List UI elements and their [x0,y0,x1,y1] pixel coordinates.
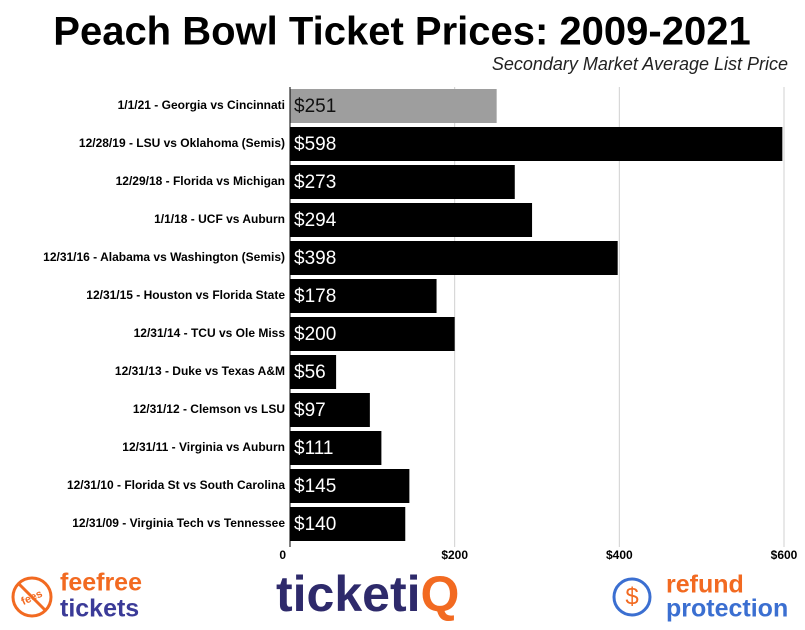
value-label: $97 [294,400,326,421]
value-label: $56 [294,362,326,383]
value-label: $273 [294,172,336,193]
brand-center-accent: Q [421,566,460,622]
y-tick-label: 12/31/12 - Clemson vs LSU [133,402,285,416]
y-tick-label: 12/31/13 - Duke vs Texas A&M [115,364,285,378]
y-tick-label: 12/31/11 - Virginia vs Auburn [122,440,285,454]
bar [290,507,406,541]
brand-right-top: refund [666,571,744,599]
value-label: $294 [294,210,337,231]
fees-slash [17,582,47,612]
value-label: $251 [294,96,336,117]
value-label: $145 [294,476,336,497]
y-tick-label: 1/1/18 - UCF vs Auburn [154,212,285,226]
value-label: $111 [294,438,333,459]
brand-right-bottom: protection [666,595,788,623]
bar [290,317,455,351]
y-tick-label: 12/28/19 - LSU vs Oklahoma (Semis) [79,136,285,150]
bar [290,431,382,465]
y-tick-label: 12/31/15 - Houston vs Florida State [86,288,285,302]
value-label: $140 [294,514,336,535]
y-tick-label: 12/29/18 - Florida vs Michigan [116,174,285,188]
x-tick-label: $400 [606,548,633,562]
x-tick-label: $200 [441,548,468,562]
value-label: $178 [294,286,336,307]
x-tick-label: $600 [771,548,798,562]
value-label: $398 [294,248,336,269]
bar [290,241,618,275]
refund-icon-text: $ [625,583,638,610]
y-tick-label: 12/31/09 - Virginia Tech vs Tennessee [72,516,285,530]
brand-left-top: feefree [60,569,142,597]
value-label: $200 [294,324,336,345]
brand-left-bottom: tickets [60,595,139,623]
footer: fees feefree tickets ticketiQ $ refund p… [11,566,788,623]
chart-subtitle: Secondary Market Average List Price [492,54,788,74]
y-tick-label: 12/31/10 - Florida St vs South Carolina [67,478,285,492]
fees-icon [11,576,53,618]
y-tick-label: 12/31/14 - TCU vs Ole Miss [134,326,286,340]
chart-title: Peach Bowl Ticket Prices: 2009-2021 [53,10,750,54]
y-tick-label: 12/31/16 - Alabama vs Washington (Semis) [43,250,285,264]
bar [290,165,515,199]
bar [290,393,370,427]
value-label: $598 [294,134,336,155]
refund-icon [612,577,652,617]
brand-center-main: ticketi [276,566,421,622]
brand-center: ticketiQ [276,566,459,622]
bar [290,355,337,389]
bar [290,89,497,123]
x-tick-label: 0 [279,548,286,562]
bar [290,203,533,237]
bar [290,469,410,503]
y-tick-label: 1/1/21 - Georgia vs Cincinnati [118,98,285,112]
bar [290,127,783,161]
bar [290,279,437,313]
